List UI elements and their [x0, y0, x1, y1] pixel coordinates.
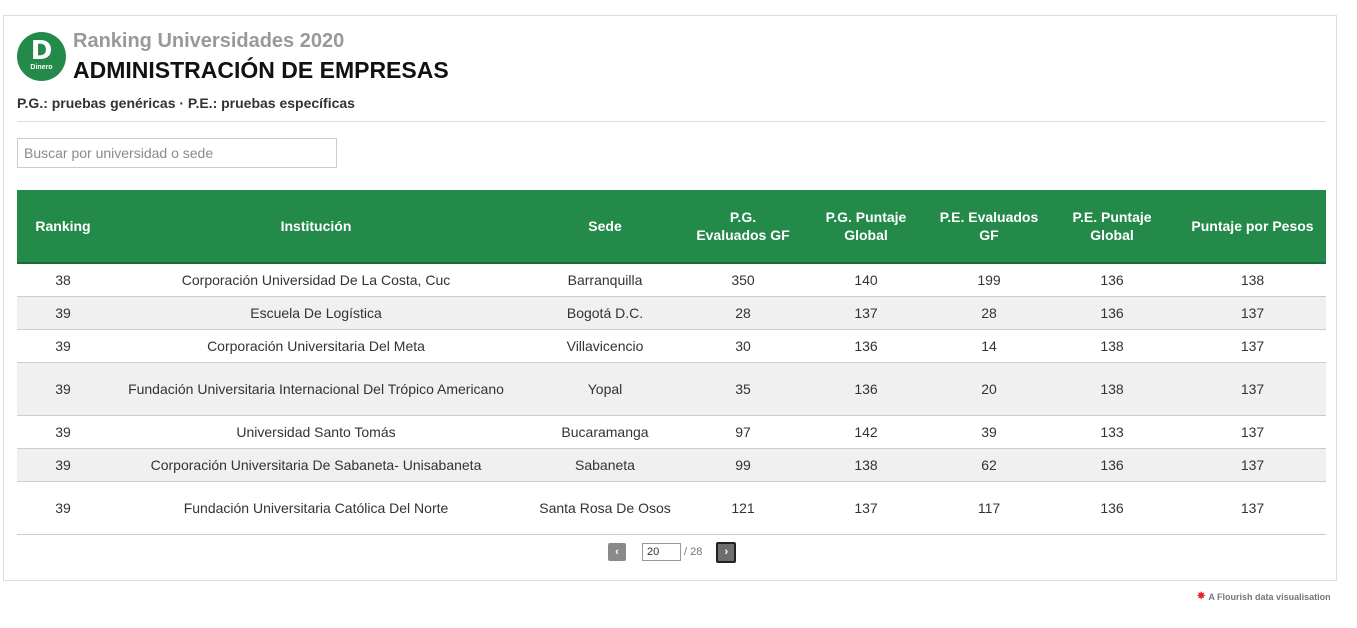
table-cell: 35 [687, 362, 799, 416]
table-header-row: Ranking Institución Sede P.G. Evaluados GF P… [17, 190, 1326, 264]
table-cell: 39 [17, 481, 109, 535]
column-header[interactable]: P.E. Puntaje Global [1045, 190, 1179, 264]
page-title: ADMINISTRACIÓN DE EMPRESAS [73, 57, 449, 83]
column-header[interactable]: Sede [523, 190, 687, 264]
table-cell: 39 [17, 362, 109, 416]
table-cell: Escuela De Logística [109, 296, 523, 330]
table-cell: 137 [1179, 329, 1326, 363]
page-number-input[interactable]: 20 [642, 543, 681, 561]
table-cell: 137 [1179, 362, 1326, 416]
table-row: 39 Fundación Universitaria Internacional … [17, 362, 1326, 416]
table-cell: 138 [799, 448, 933, 482]
table-cell: Corporación Universidad De La Costa, Cuc [109, 263, 523, 297]
column-header[interactable]: P.E. Evaluados GF [933, 190, 1045, 264]
table-cell: 138 [1045, 362, 1179, 416]
table-cell: Sabaneta [523, 448, 687, 482]
table-cell: 39 [933, 415, 1045, 449]
divider [17, 121, 1326, 122]
table-cell: 28 [687, 296, 799, 330]
table-cell: 39 [17, 329, 109, 363]
table-row: 39 Universidad Santo Tomás Bucaramanga 97 14… [17, 415, 1326, 449]
table-cell: 39 [17, 296, 109, 330]
table-row: 39 Corporación Universitaria Del Meta Vill… [17, 329, 1326, 363]
table-cell: Fundación Universitaria Católica Del Nor… [109, 481, 523, 535]
table-cell: 14 [933, 329, 1045, 363]
table-cell: 350 [687, 263, 799, 297]
table-cell: Fundación Universitaria Internacional De… [109, 362, 523, 416]
table-cell: 136 [1045, 263, 1179, 297]
table-cell: 136 [799, 329, 933, 363]
page-supertitle: Ranking Universidades 2020 [73, 30, 345, 52]
table-cell: Corporación Universitaria Del Meta [109, 329, 523, 363]
table-cell: 133 [1045, 415, 1179, 449]
table-cell: 39 [17, 415, 109, 449]
table-cell: 136 [1045, 481, 1179, 535]
table-cell: Villavicencio [523, 329, 687, 363]
table-cell: Santa Rosa De Osos [523, 481, 687, 535]
table-cell: 20 [933, 362, 1045, 416]
flourish-logo-icon: ✸ [1197, 591, 1206, 602]
table-cell: 28 [933, 296, 1045, 330]
table-cell: 62 [933, 448, 1045, 482]
table-cell: 136 [1045, 296, 1179, 330]
search-input[interactable] [17, 138, 337, 168]
table-cell: 30 [687, 329, 799, 363]
table-cell: 38 [17, 263, 109, 297]
pagination: ‹ 20 / 28 › [608, 541, 737, 563]
column-header[interactable]: Puntaje por Pesos [1179, 190, 1326, 264]
table-cell: 117 [933, 481, 1045, 535]
table-cell: Bucaramanga [523, 415, 687, 449]
logo-letter: D [30, 36, 53, 66]
table-cell: 137 [799, 296, 933, 330]
column-header[interactable]: P.G. Evaluados GF [687, 190, 799, 264]
ranking-table: Ranking Institución Sede P.G. Evaluados GF P… [17, 190, 1326, 535]
table-row: 38 Corporación Universidad De La Costa, C… [17, 263, 1326, 297]
table-cell: 138 [1045, 329, 1179, 363]
prev-page-button[interactable]: ‹ [608, 543, 626, 561]
column-header[interactable]: Institución [109, 190, 523, 264]
table-cell: Universidad Santo Tomás [109, 415, 523, 449]
table-cell: 136 [1045, 448, 1179, 482]
logo-sub: Dinero [30, 64, 53, 71]
flourish-credit[interactable]: ✸ A Flourish data visualisation [1197, 591, 1331, 602]
table-cell: 137 [1179, 481, 1326, 535]
table-cell: Bogotá D.C. [523, 296, 687, 330]
column-header[interactable]: Ranking [17, 190, 109, 264]
table-cell: 199 [933, 263, 1045, 297]
table-cell: 138 [1179, 263, 1326, 297]
table-cell: Corporación Universitaria De Sabaneta- U… [109, 448, 523, 482]
flourish-credit-text: A Flourish data visualisation [1208, 591, 1331, 602]
table-cell: 137 [799, 481, 933, 535]
column-header[interactable]: P.G. Puntaje Global [799, 190, 933, 264]
table-cell: 137 [1179, 415, 1326, 449]
table-cell: 121 [687, 481, 799, 535]
table-cell: 137 [1179, 296, 1326, 330]
table-row: 39 Corporación Universitaria De Sabaneta-… [17, 448, 1326, 482]
table-cell: 99 [687, 448, 799, 482]
table-cell: Barranquilla [523, 263, 687, 297]
page-subtitle: P.G.: pruebas genéricas · P.E.: pruebas … [17, 95, 355, 111]
table-cell: 140 [799, 263, 933, 297]
table-row: 39 Escuela De Logística Bogotá D.C. 28 137 28… [17, 296, 1326, 330]
page-total: / 28 [684, 546, 703, 558]
table-cell: Yopal [523, 362, 687, 416]
visualisation-card: D Dinero Ranking Universidades 2020 ADMI… [3, 15, 1337, 581]
dinero-logo: D Dinero [17, 32, 66, 81]
table-cell: 142 [799, 415, 933, 449]
table-row: 39 Fundación Universitaria Católica Del N… [17, 481, 1326, 535]
table-cell: 97 [687, 415, 799, 449]
table-cell: 137 [1179, 448, 1326, 482]
table-cell: 39 [17, 448, 109, 482]
next-page-button[interactable]: › [716, 541, 737, 563]
table-cell: 136 [799, 362, 933, 416]
